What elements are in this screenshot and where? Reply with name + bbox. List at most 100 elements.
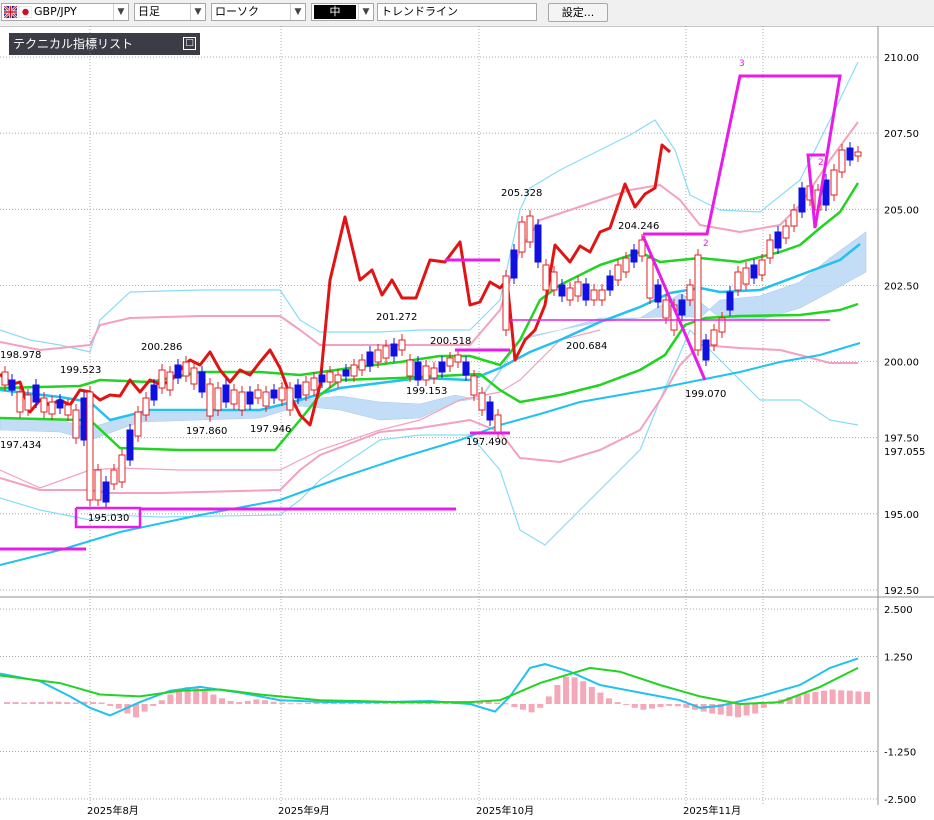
macd-histogram-bar <box>296 703 303 705</box>
chart-style-select[interactable]: ローソク ▼ <box>211 3 306 21</box>
candle-body <box>390 343 398 357</box>
candle-body <box>502 275 510 331</box>
macd-histogram-bar <box>674 704 681 707</box>
macd-histogram-bar <box>184 686 191 704</box>
candle-body <box>510 249 518 279</box>
candle-body <box>198 371 206 393</box>
price-label: 199.523 <box>60 365 101 376</box>
macd-histogram-bar <box>528 704 535 713</box>
macd-histogram-bar <box>468 702 475 704</box>
macd-histogram-bar <box>107 704 114 706</box>
gbp-jpy-flag-icon <box>4 6 32 18</box>
toolbar: GBP/JPY ▼ 日足 ▼ ローソク ▼ 中 ▼ トレンドライン 設定... <box>0 0 934 27</box>
macd-histogram-bar <box>580 681 587 704</box>
macd-histogram-bar <box>554 685 561 704</box>
candle-body <box>782 225 790 239</box>
candle-body <box>630 249 638 263</box>
candle-body <box>382 345 390 359</box>
price-label: 200.286 <box>141 342 182 353</box>
chevron-down-icon[interactable]: ▼ <box>190 4 205 20</box>
candle-body <box>574 281 582 297</box>
macd-histogram-bar <box>399 702 406 704</box>
macd-histogram-bar <box>176 689 182 704</box>
chevron-down-icon[interactable]: ▼ <box>358 4 373 20</box>
macd-histogram-bar <box>597 692 604 704</box>
timeframe-select[interactable]: 日足 ▼ <box>134 3 206 21</box>
x-tick-label: 2025年10月 <box>476 804 534 817</box>
candle-body <box>24 394 32 411</box>
macd-histogram-bar <box>98 702 105 704</box>
candle-body <box>790 209 798 227</box>
wave-label: 2 <box>703 239 709 249</box>
settings-button[interactable]: 設定... <box>548 3 608 22</box>
macd-histogram-bar <box>81 701 88 704</box>
price-chart[interactable]: 198.978 197.434 199.523 195.030 200.286 197.8… <box>0 26 934 820</box>
macd-histogram-bar <box>12 702 19 704</box>
candle-body <box>566 287 574 301</box>
macd-histogram-bar <box>563 676 569 704</box>
macd-histogram-bar <box>795 695 802 704</box>
candle-body <box>350 364 358 377</box>
macd-histogram-bar <box>305 702 311 704</box>
drawing-tool-field[interactable]: トレンドライン <box>377 3 537 21</box>
candle-body <box>286 387 294 411</box>
macd-histogram-bar <box>821 690 827 704</box>
chevron-down-icon[interactable]: ▼ <box>290 4 305 20</box>
candle-body <box>366 351 374 367</box>
macd-histogram-bar <box>29 702 36 704</box>
price-label: 205.328 <box>501 188 542 199</box>
candle-body <box>72 409 80 439</box>
candle-body <box>246 391 254 405</box>
price-label: 201.272 <box>376 312 417 323</box>
collapse-icon[interactable]: □ <box>183 37 196 50</box>
macd-histogram-bar <box>649 704 655 709</box>
macd-histogram-bar <box>838 690 845 704</box>
line-width-select[interactable]: 中 ▼ <box>311 3 374 21</box>
y-tick-label: 205.00 <box>884 205 919 216</box>
indicator-list-panel[interactable]: テクニカル指標リスト □ <box>9 33 200 55</box>
macd-histogram-bar <box>253 699 260 704</box>
y-tick-label: 210.00 <box>884 53 919 64</box>
price-label: 200.684 <box>566 341 607 352</box>
macd-histogram-bar <box>855 691 862 704</box>
price-label: 204.246 <box>618 221 659 232</box>
candle-body <box>774 231 782 249</box>
macd-histogram-bar <box>313 702 320 704</box>
candle-body <box>734 271 742 291</box>
candle-body <box>358 359 366 371</box>
macd-histogram-bar <box>683 704 690 708</box>
candle-body <box>710 329 718 346</box>
candle-body <box>758 259 766 276</box>
macd-histogram-bar <box>47 701 53 704</box>
candle-body <box>478 392 486 411</box>
candle-body <box>646 257 654 299</box>
candle-body <box>518 221 526 253</box>
chevron-down-icon[interactable]: ▼ <box>113 4 128 20</box>
macd-histogram-bar <box>864 691 870 704</box>
candle-body <box>598 289 606 301</box>
candle-body <box>134 411 142 437</box>
candle-body <box>294 384 302 399</box>
candle-body <box>326 371 334 383</box>
candle-body <box>278 387 286 401</box>
macd-histogram-bar <box>640 704 647 710</box>
candle-body <box>654 284 662 303</box>
candle-body <box>48 401 56 415</box>
x-tick-label: 2025年9月 <box>278 804 330 817</box>
chart-style-label: ローソク <box>215 5 259 18</box>
candle-body <box>110 469 118 485</box>
candle-body <box>742 267 750 285</box>
macd-histogram-bar <box>391 702 397 704</box>
symbol-select[interactable]: GBP/JPY ▼ <box>1 3 129 21</box>
price-label: 197.860 <box>186 426 227 437</box>
candle-body <box>838 149 846 173</box>
candle-body <box>262 391 270 407</box>
macd-histogram-bar <box>322 702 329 704</box>
candle-body <box>446 357 454 367</box>
bollinger-upper-1 <box>0 121 859 351</box>
bollinger-upper-2 <box>0 61 859 353</box>
macd-histogram-bar <box>631 704 638 708</box>
candle-body <box>662 299 670 319</box>
candlesticks <box>1 142 862 508</box>
candle-body <box>158 369 166 389</box>
